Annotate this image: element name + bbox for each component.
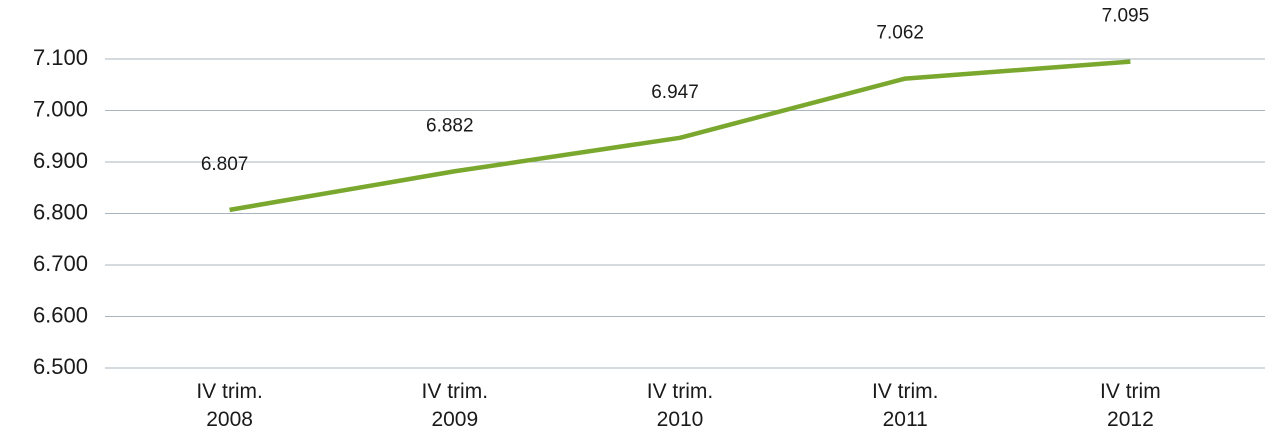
y-tick-label: 6.700 xyxy=(33,251,88,276)
data-label: 7.095 xyxy=(1102,6,1150,27)
y-tick-label: 7.100 xyxy=(33,45,88,70)
y-tick-label: 6.500 xyxy=(33,354,88,379)
y-tick-label: 6.600 xyxy=(33,302,88,327)
x-tick-label: IV trim. 2009 xyxy=(421,380,489,431)
data-label: 6.947 xyxy=(651,82,699,103)
data-label: 6.807 xyxy=(201,154,249,175)
x-tick-label: IV trim. 2011 xyxy=(871,380,939,431)
line xyxy=(229,59,1131,213)
x-tick-label: IV trim 2012 xyxy=(1100,380,1161,431)
data-label: 7.062 xyxy=(876,23,924,44)
x-tick-label: IV trim. 2010 xyxy=(646,380,714,431)
y-tick-label: 7.000 xyxy=(33,96,88,121)
x-tick-label: IV trim. 2008 xyxy=(196,380,263,431)
data-label: 6.882 xyxy=(426,115,474,136)
y-tick-label: 6.800 xyxy=(33,199,88,224)
y-tick-label: 6.900 xyxy=(33,148,88,173)
